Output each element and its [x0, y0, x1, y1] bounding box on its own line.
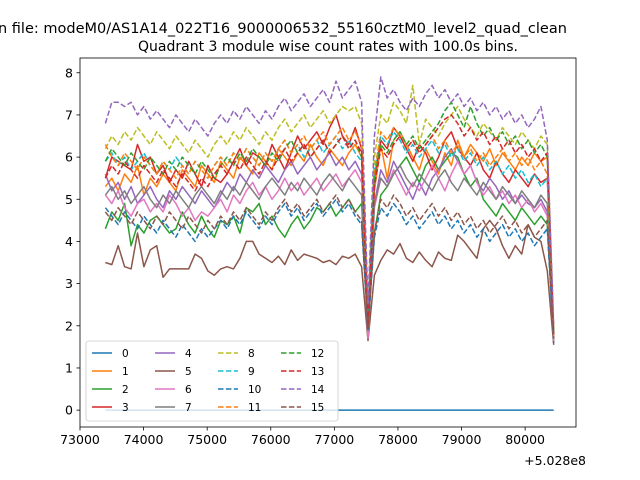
y-tick-label: 0	[65, 403, 73, 418]
legend-label: 8	[248, 348, 255, 360]
legend-label: 7	[185, 402, 192, 414]
legend-label: 15	[311, 402, 324, 414]
x-tick-label: 74000	[124, 432, 164, 447]
series-line-7	[104, 164, 555, 339]
x-tick-label: 79000	[442, 432, 482, 447]
y-tick-label: 2	[65, 318, 73, 333]
x-tick-label: 77000	[314, 432, 354, 447]
series-line-8	[104, 84, 555, 331]
y-tick-label: 1	[65, 360, 73, 375]
plot-title: Quadrant 3 module wise count rates with …	[138, 39, 518, 55]
y-tick-label: 6	[65, 150, 73, 165]
legend-label: 11	[248, 402, 261, 414]
series-line-10	[104, 198, 555, 343]
x-tick-label: 75000	[187, 432, 227, 447]
y-tick-label: 7	[65, 107, 73, 122]
plot-frame	[79, 57, 577, 428]
legend-label: 9	[248, 366, 255, 378]
y-tick-label: 8	[65, 65, 73, 80]
legend-label: 14	[311, 384, 325, 396]
series-line-11	[104, 126, 555, 339]
legend-label: 0	[122, 348, 129, 360]
legend-label: 12	[311, 348, 324, 360]
axes: 73000 74000 75000 76000 77000 78000 79000 80000…	[60, 57, 586, 468]
series-line-6	[104, 160, 555, 343]
y-tick-label: 5	[65, 192, 73, 207]
x-tick-label: 80000	[505, 432, 545, 447]
series-line-15	[104, 194, 555, 339]
legend-label: 1	[122, 366, 129, 378]
legend-label: 2	[122, 384, 129, 396]
series-line-5	[105, 219, 555, 345]
series-layer	[104, 76, 555, 411]
legend-label: 6	[185, 384, 192, 396]
legend-label: 4	[185, 348, 192, 360]
x-tick-label: 78000	[378, 432, 418, 447]
legend-label: 3	[122, 402, 129, 414]
x-tick-label: 73000	[60, 432, 100, 447]
legend-label: 10	[248, 384, 261, 396]
legend-label: 5	[185, 366, 192, 378]
series-line-14	[104, 76, 555, 326]
legend-label: 13	[311, 366, 324, 378]
y-tick-label: 4	[65, 234, 73, 249]
x-tick-label: 76000	[251, 432, 291, 447]
series-line-1	[104, 131, 555, 343]
legend-box	[85, 340, 339, 422]
figure-suptitle: n file: modeM0/AS1A14_022T16_9000006532_…	[0, 21, 567, 37]
y-tick-label: 3	[65, 276, 73, 291]
series-line-13	[104, 114, 555, 335]
x-axis-offset-label: +5.028e8	[524, 453, 586, 468]
